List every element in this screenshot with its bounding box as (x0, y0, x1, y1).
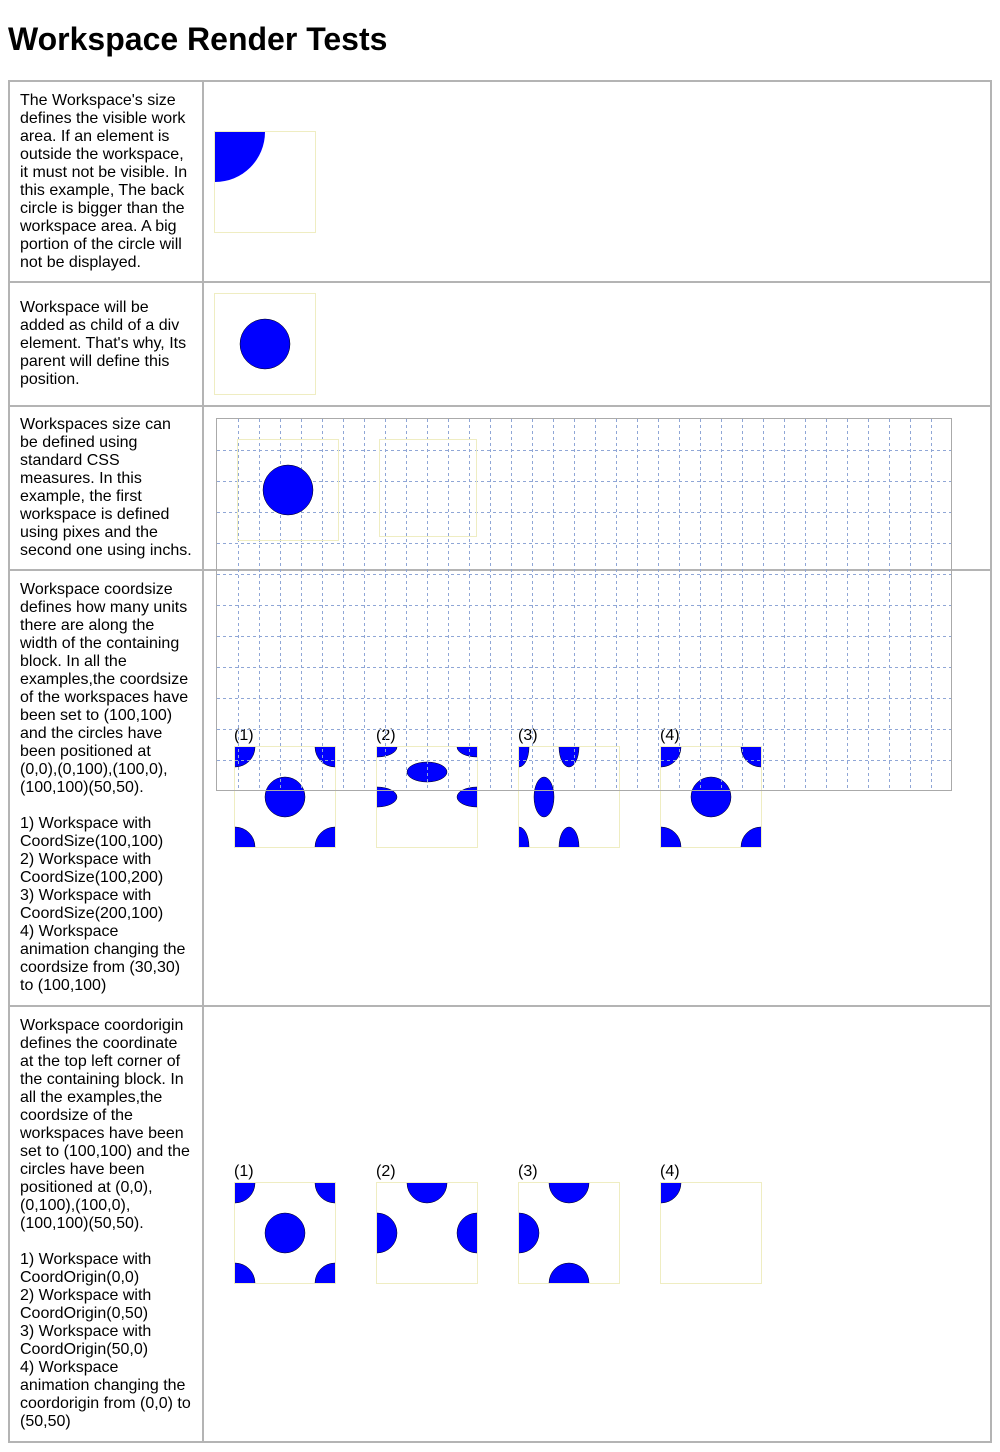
circle (377, 747, 398, 758)
circle (519, 826, 530, 847)
circle (314, 1183, 335, 1204)
circle (661, 826, 682, 847)
workspace-label: (3) (518, 1163, 538, 1180)
workspace (214, 131, 316, 233)
test-row-coordorigin: Workspace coordorigin defines the coordi… (9, 1006, 991, 1442)
test-description: Workspaces size can be defined using sta… (9, 406, 203, 570)
circle (661, 1183, 682, 1204)
workspace-label: (4) (660, 1163, 680, 1180)
workspace-inches (379, 439, 477, 537)
test-row-size: The Workspace's size defines the visible… (9, 81, 991, 282)
circle (314, 1262, 335, 1283)
circles-canvas (235, 747, 335, 847)
test-description: Workspace will be added as child of a di… (9, 282, 203, 406)
test-description: Workspace coordsize defines how many uni… (9, 570, 203, 1006)
circle (264, 776, 306, 818)
grid-container (216, 418, 952, 791)
test-demo (203, 81, 991, 282)
circle (235, 1262, 256, 1283)
circle (235, 747, 256, 768)
circles-canvas (235, 1183, 335, 1283)
circles-canvas (377, 1183, 477, 1254)
test-demo (203, 406, 991, 570)
test-row-position: Workspace will be added as child of a di… (9, 282, 991, 406)
circle (264, 1212, 306, 1254)
circle (262, 464, 314, 516)
circle (456, 747, 477, 758)
circle (377, 1212, 398, 1254)
circle (406, 1183, 448, 1204)
workspace (214, 293, 316, 395)
circle (314, 747, 335, 768)
circle (215, 132, 265, 182)
circle (548, 1262, 590, 1283)
circles-canvas (519, 1183, 590, 1283)
workspace-label: (2) (376, 1163, 396, 1180)
test-row-css-size: Workspaces size can be defined using sta… (9, 406, 991, 570)
circle (661, 747, 682, 768)
test-row-coordsize: Workspace coordsize defines how many uni… (9, 570, 991, 1006)
workspace (234, 746, 336, 848)
circle (533, 776, 555, 818)
test-demo (203, 282, 991, 406)
circle (740, 747, 761, 768)
workspace (376, 746, 478, 848)
circle (558, 826, 580, 847)
circle (235, 826, 256, 847)
circle (456, 1212, 477, 1254)
workspace (376, 1182, 478, 1284)
test-description: Workspace coordorigin defines the coordi… (9, 1006, 203, 1442)
test-demo: (1) (2) (3) (4) (203, 1006, 991, 1442)
circle (519, 1212, 540, 1254)
circle (314, 826, 335, 847)
workspace (518, 746, 620, 848)
circles-canvas (519, 747, 580, 847)
circle (740, 826, 761, 847)
workspace-pixels (237, 439, 339, 541)
workspace-label: (4) (660, 727, 680, 744)
circles-canvas (661, 1183, 682, 1204)
circles-canvas (377, 747, 477, 808)
render-tests-table: The Workspace's size defines the visible… (8, 80, 992, 1443)
test-description: The Workspace's size defines the visible… (9, 81, 203, 282)
circle (548, 1183, 590, 1204)
circle (377, 786, 398, 808)
circle (558, 747, 580, 768)
grid-canvas (217, 419, 951, 790)
workspace (660, 1182, 762, 1284)
circle (456, 786, 477, 808)
workspace-label: (2) (376, 727, 396, 744)
page-title: Workspace Render Tests (8, 21, 388, 57)
workspace-label: (1) (234, 1163, 254, 1180)
test-demo: (1) (2) (3) (4) (203, 570, 991, 1006)
circle (239, 318, 291, 370)
workspace (518, 1182, 620, 1284)
circle (235, 1183, 256, 1204)
circle (519, 747, 530, 768)
workspace (234, 1182, 336, 1284)
